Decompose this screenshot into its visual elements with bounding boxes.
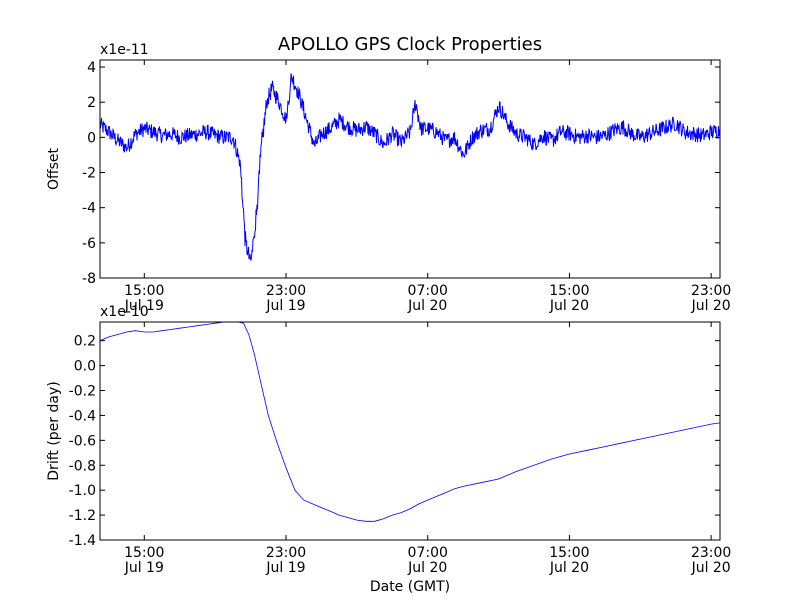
x-tick-time: 15:00 <box>549 283 589 299</box>
y-tick-label: -1.2 <box>69 508 96 524</box>
y-tick-label: -1.4 <box>69 533 96 549</box>
y-tick-label: -6 <box>82 236 96 252</box>
y-tick-label: 0 <box>87 130 96 146</box>
plot-frame <box>99 59 721 279</box>
x-tick-time: 23:00 <box>691 283 731 299</box>
x-tick-time: 23:00 <box>266 545 306 561</box>
offset-series-line <box>100 73 720 261</box>
y-tick-label: -0.6 <box>69 433 96 449</box>
x-tick-time: 07:00 <box>408 545 448 561</box>
y-tick-label: 4 <box>87 60 96 76</box>
x-axis-label: Date (GMT) <box>370 579 450 595</box>
x-tick-date: Jul 20 <box>691 298 731 314</box>
y-tick-label: -2 <box>82 166 96 182</box>
y-tick-label: 2 <box>87 95 96 111</box>
y-tick-label: -1.0 <box>69 483 96 499</box>
y-tick-label: 0.0 <box>74 359 96 375</box>
y-tick-label: -0.8 <box>69 458 96 474</box>
x-tick-time: 23:00 <box>691 545 731 561</box>
x-tick-date: Jul 20 <box>691 560 731 576</box>
drift-series-line <box>100 322 720 522</box>
y-scale-label: x1e-10 <box>100 304 149 320</box>
y-scale-label: x1e-11 <box>100 42 149 58</box>
y-axis-label: Offset <box>46 147 62 190</box>
x-tick-date: Jul 20 <box>407 560 447 576</box>
x-tick-date: Jul 20 <box>549 560 589 576</box>
x-tick-date: Jul 20 <box>549 298 589 314</box>
y-tick-label: -8 <box>82 271 96 287</box>
x-tick-date: Jul 19 <box>265 560 305 576</box>
y-tick-label: 0.2 <box>74 334 96 350</box>
x-tick-date: Jul 19 <box>124 298 164 314</box>
x-tick-time: 07:00 <box>408 283 448 299</box>
x-tick-time: 23:00 <box>266 283 306 299</box>
y-tick-label: -4 <box>82 201 96 217</box>
x-tick-time: 15:00 <box>549 545 589 561</box>
x-tick-time: 15:00 <box>124 283 164 299</box>
y-axis-label: Drift (per day) <box>46 381 62 480</box>
drift-panel: 0.20.0-0.2-0.4-0.6-0.8-1.0-1.2-1.415:00J… <box>46 304 731 576</box>
x-tick-date: Jul 20 <box>407 298 447 314</box>
y-tick-label: -0.2 <box>69 384 96 400</box>
plot-frame <box>99 321 721 541</box>
y-tick-label: -0.4 <box>69 408 96 424</box>
x-tick-date: Jul 19 <box>265 298 305 314</box>
x-tick-date: Jul 19 <box>124 560 164 576</box>
x-tick-time: 15:00 <box>124 545 164 561</box>
chart-title: APOLLO GPS Clock Properties <box>278 34 542 55</box>
